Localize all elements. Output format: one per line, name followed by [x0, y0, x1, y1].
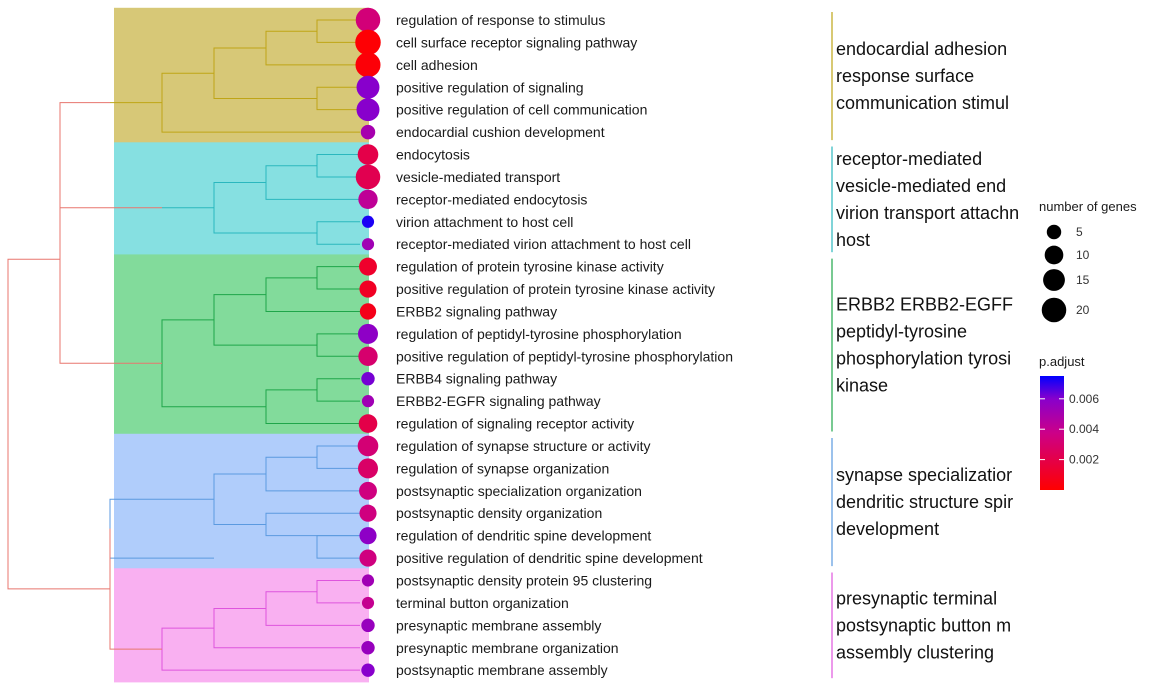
term-point-2 — [355, 29, 381, 56]
dendrogram-branch — [316, 535, 360, 559]
term-label-18: ERBB2-EGFR signaling pathway — [396, 393, 601, 409]
term-label-3: cell adhesion — [396, 57, 478, 73]
term-label-13: positive regulation of protein tyrosine … — [396, 281, 715, 297]
term-label-8: vesicle-mediated transport — [396, 169, 560, 185]
term-point-23 — [359, 504, 377, 522]
color-legend-tick-label: 0.004 — [1069, 422, 1099, 436]
term-label-12: regulation of protein tyrosine kinase ac… — [396, 259, 664, 275]
size-legend-dot-10 — [1044, 245, 1064, 265]
term-point-3 — [355, 52, 381, 78]
term-point-16 — [358, 346, 378, 366]
cluster-5-keywords-line-2: postsynaptic button m — [836, 615, 1011, 635]
term-point-7 — [357, 144, 379, 165]
cluster-3-keywords-line-4: kinase — [836, 376, 888, 396]
term-label-9: receptor-mediated endocytosis — [396, 191, 587, 207]
term-point-19 — [358, 414, 378, 433]
color-legend-title: p.adjust — [1039, 354, 1085, 369]
term-label-1: regulation of response to stimulus — [396, 12, 605, 28]
term-point-21 — [358, 458, 378, 479]
term-point-29 — [361, 641, 375, 655]
term-point-28 — [361, 618, 375, 633]
term-point-9 — [358, 189, 378, 210]
size-legend-title: number of genes — [1039, 199, 1137, 214]
size-legend-dot-5 — [1046, 224, 1062, 240]
term-point-15 — [358, 323, 378, 344]
color-legend-tick-label: 0.002 — [1069, 453, 1099, 467]
term-point-11 — [361, 238, 375, 251]
term-point-25 — [359, 549, 377, 567]
term-label-14: ERBB2 signaling pathway — [396, 303, 557, 319]
term-label-15: regulation of peptidyl-tyrosine phosphor… — [396, 326, 682, 342]
cluster-1-keywords-line-2: response surface — [836, 66, 974, 86]
term-point-22 — [359, 481, 377, 500]
term-point-6 — [360, 124, 376, 140]
cluster-4-keywords-line-3: development — [836, 519, 939, 539]
term-point-24 — [359, 527, 377, 545]
term-point-17 — [361, 372, 375, 386]
term-label-29: presynaptic membrane organization — [396, 640, 619, 656]
dendrogram-branch — [59, 155, 162, 364]
term-point-8 — [355, 164, 381, 190]
cluster-background-1 — [114, 7, 369, 145]
cluster-3-keywords-line-3: phosphorylation tyrosi — [836, 349, 1011, 369]
term-point-10 — [361, 215, 375, 228]
cluster-2-keywords-line-2: vesicle-mediated end — [836, 176, 1006, 196]
cluster-4-keywords-line-2: dendritic structure spir — [836, 492, 1013, 512]
term-label-20: regulation of synapse structure or activ… — [396, 438, 650, 454]
cluster-2-keywords-line-4: host — [836, 230, 870, 250]
term-label-19: regulation of signaling receptor activit… — [396, 416, 634, 432]
cluster-5-keywords-line-1: presynaptic terminal — [836, 588, 997, 608]
term-point-20 — [357, 435, 379, 457]
cluster-4-keywords-line-1: synapse specializatior — [836, 465, 1012, 485]
term-point-5 — [356, 98, 380, 122]
term-label-4: positive regulation of signaling — [396, 79, 584, 95]
term-label-26: postsynaptic density protein 95 clusteri… — [396, 573, 652, 589]
color-legend-bar — [1040, 376, 1064, 490]
size-legend-dot-15 — [1043, 269, 1065, 291]
term-point-1 — [355, 7, 381, 33]
cluster-2-keywords-line-1: receptor-mediated — [836, 149, 982, 169]
term-label-5: positive regulation of cell communicatio… — [396, 102, 647, 118]
legend: number of genes 5 10 15 20 p.adjust 0.002 0.… — [1039, 199, 1137, 490]
term-label-28: presynaptic membrane assembly — [396, 617, 601, 633]
term-point-12 — [359, 257, 377, 276]
term-label-11: receptor-mediated virion attachment to h… — [396, 236, 691, 252]
term-label-17: ERBB4 signaling pathway — [396, 371, 557, 387]
cluster-5-keywords-line-3: assembly clustering — [836, 642, 994, 662]
cluster-background-4 — [114, 433, 369, 571]
size-legend-label-10: 10 — [1076, 248, 1090, 262]
cluster-2-keywords-line-3: virion transport attachn — [836, 203, 1019, 223]
dendrogram-branch — [109, 528, 162, 650]
term-label-27: terminal button organization — [396, 595, 569, 611]
term-label-10: virion attachment to host cell — [396, 214, 573, 230]
dendrogram-branch — [7, 258, 110, 590]
cluster-3-keywords-line-1: ERBB2 ERBB2-EGFF — [836, 295, 1013, 315]
term-label-6: endocardial cushion development — [396, 124, 605, 140]
cluster-1-keywords-line-1: endocardial adhesion — [836, 39, 1007, 59]
size-legend-label-15: 15 — [1076, 273, 1090, 287]
size-legend-label-20: 20 — [1076, 303, 1090, 317]
term-label-7: endocytosis — [396, 147, 470, 163]
term-label-2: cell surface receptor signaling pathway — [396, 34, 637, 50]
term-label-24: regulation of dendritic spine developmen… — [396, 528, 651, 544]
term-label-30: postsynaptic membrane assembly — [396, 662, 608, 678]
term-point-4 — [356, 75, 380, 99]
term-point-18 — [361, 395, 375, 408]
term-point-14 — [359, 303, 377, 320]
term-point-26 — [361, 574, 375, 587]
size-legend-dot-20 — [1041, 297, 1067, 323]
cluster-1-keywords-line-3: communication stimul — [836, 93, 1009, 113]
term-label-25: positive regulation of dendritic spine d… — [396, 550, 703, 566]
term-label-16: positive regulation of peptidyl-tyrosine… — [396, 348, 733, 364]
cluster-3-keywords-line-2: peptidyl-tyrosine — [836, 322, 967, 342]
term-point-13 — [359, 280, 377, 298]
size-legend-label-5: 5 — [1076, 225, 1083, 239]
term-point-30 — [361, 663, 375, 677]
term-label-22: postsynaptic specialization organization — [396, 483, 642, 499]
term-point-27 — [361, 596, 375, 610]
term-label-21: regulation of synapse organization — [396, 460, 609, 476]
term-label-23: postsynaptic density organization — [396, 505, 602, 521]
color-legend-tick-label: 0.006 — [1069, 392, 1099, 406]
